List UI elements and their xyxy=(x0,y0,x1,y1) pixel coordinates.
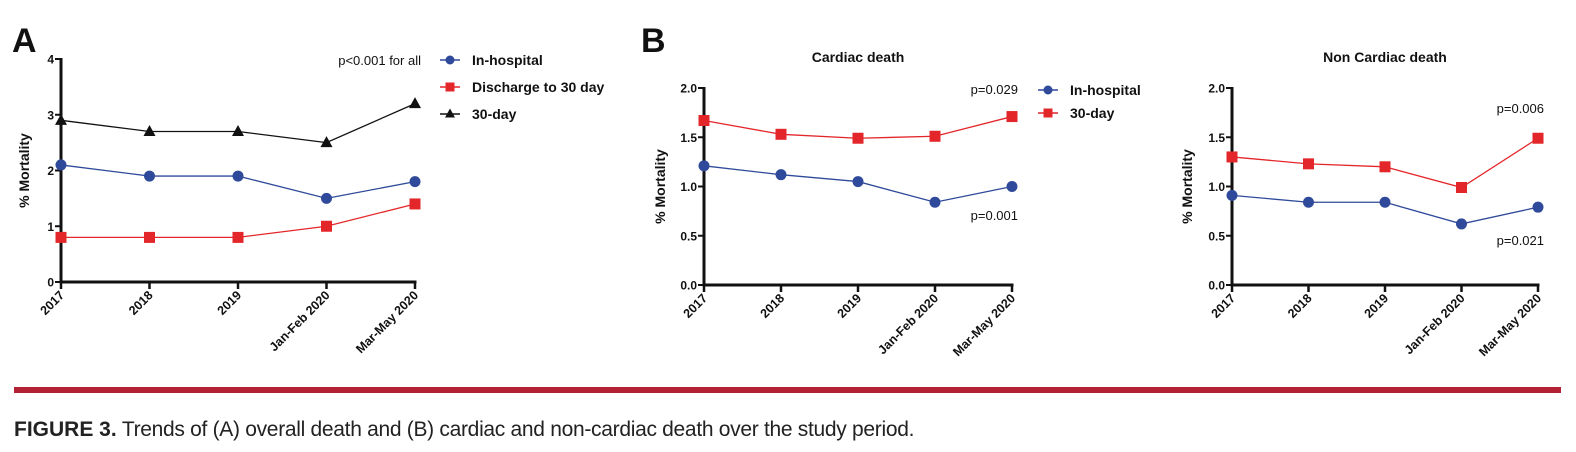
chart-b-cardiac-series-30-day-point xyxy=(698,115,710,127)
panel-a-letter: A xyxy=(12,22,37,60)
chart-a-y-axis-label: % Mortality xyxy=(16,133,32,208)
chart-b-noncardiac-series-30-day-point xyxy=(1303,158,1314,170)
chart-b-noncardiac-y-axis-label: % Mortality xyxy=(1179,149,1195,224)
panel-b-letter: B xyxy=(641,22,666,60)
chart-b-cardiac-series-in-hospital-point xyxy=(775,169,787,181)
chart-a-series-in-hospital-line xyxy=(60,164,416,200)
chart-b-cardiac-series-in-hospital-point xyxy=(852,176,864,188)
chart-b-noncardiac-y-tick-label: 2.0 xyxy=(1208,82,1225,96)
chart-b-cardiac-x-tick-label: Mar-May 2020 xyxy=(950,291,1018,359)
chart-b-noncardiac-y-tick-label: 0.0 xyxy=(1208,279,1225,293)
chart-b-cardiac-title: Cardiac death xyxy=(812,49,905,65)
chart-b-cardiac-series-30-day-point xyxy=(775,128,787,140)
chart-a-series-in-hospital-point xyxy=(55,159,67,171)
chart-b-noncardiac-y-tick-label: 1.5 xyxy=(1208,131,1225,145)
chart-b-cardiac-series-in-hospital-point xyxy=(929,196,941,208)
chart-b-cardiac-y-tick-label: 0.5 xyxy=(680,229,697,243)
chart-b-cardiac-y-tick-label: 1.5 xyxy=(680,131,697,145)
chart-b-noncardiac-p-value-annotation: p=0.021 xyxy=(1497,233,1544,248)
chart-a-x-tick-label: 2018 xyxy=(126,288,156,318)
chart-a-series-in-hospital-point xyxy=(144,170,155,182)
chart-a-series-30-day-point xyxy=(143,124,156,136)
chart-b-cardiac-x-tick-label: 2017 xyxy=(681,291,711,321)
chart-a-x-tick-label: Jan-Feb 2020 xyxy=(267,288,333,354)
chart-a-series-30-day-point xyxy=(320,136,333,148)
chart-a-y-tick-label: 2 xyxy=(47,164,54,178)
chart-a-legend-30-day-marker xyxy=(445,108,455,118)
chart-a-series-30-day-point xyxy=(232,124,244,136)
chart-b-noncardiac-series-in-hospital-point xyxy=(1379,196,1391,208)
chart-a-x-tick-label: Mar-May 2020 xyxy=(353,288,421,356)
chart-a-series-in-hospital-point xyxy=(409,176,421,188)
chart-b-cardiac-y-tick-label: 0.0 xyxy=(680,279,697,293)
chart-a-x-tick-label: 2017 xyxy=(38,288,68,318)
chart-b-noncardiac-series-in-hospital-point xyxy=(1532,201,1544,213)
chart-a-p-value-annotation: p<0.001 for all xyxy=(338,53,421,68)
chart-b-cardiac-series-in-hospital-point xyxy=(698,160,710,172)
chart-b-noncardiac-title: Non Cardiac death xyxy=(1323,49,1447,65)
chart-a-legend-discharge-to-30-day-marker xyxy=(445,82,455,92)
chart-b-noncardiac-series-30-day-point xyxy=(1456,181,1467,193)
chart-a-legend-30-day-label: 30-day xyxy=(472,106,517,122)
chart-b-cardiac-series-in-hospital-point xyxy=(1006,181,1018,192)
chart-b-noncardiac-series-30-day-point xyxy=(1532,132,1544,144)
chart-b-noncardiac-x-tick-label: Jan-Feb 2020 xyxy=(1402,291,1468,357)
chart-a-legend-in-hospital-marker xyxy=(445,55,455,65)
chart-a-y-tick-label: 3 xyxy=(47,108,54,122)
chart-a-y-tick-label: 0 xyxy=(47,276,54,290)
chart-b-cardiac-y-axis-label: % Mortality xyxy=(652,149,668,224)
chart-a-series-30-day-point xyxy=(55,113,67,125)
chart-b-noncardiac-x-tick-label: 2019 xyxy=(1362,291,1392,321)
chart-b-noncardiac-series-in-hospital-point xyxy=(1226,189,1238,201)
figure-caption: FIGURE 3. Trends of (A) overall death an… xyxy=(14,418,914,442)
chart-a-legend-in-hospital-label: In-hospital xyxy=(472,52,543,68)
chart-b-cardiac-legend-30-day-label: 30-day xyxy=(1070,105,1115,121)
chart-b-cardiac-legend-in-hospital-marker xyxy=(1043,85,1053,95)
chart-a-series-in-hospital-point xyxy=(232,170,244,182)
chart-b-cardiac-legend-30-day-marker xyxy=(1043,108,1053,118)
chart-b-cardiac-series-30-day-point xyxy=(1006,111,1018,123)
chart-b-noncardiac-series-in-hospital-point xyxy=(1303,196,1314,208)
chart-b-noncardiac-y-tick-label: 1.0 xyxy=(1208,180,1225,194)
chart-b-cardiac-series-30-day-point xyxy=(929,130,941,142)
chart-b-cardiac-series-30-day-point xyxy=(852,132,864,144)
chart-b-cardiac-p-value-annotation: p=0.029 xyxy=(971,82,1018,97)
chart-b-noncardiac-x-tick-label: Mar-May 2020 xyxy=(1476,291,1544,359)
chart-b-noncardiac-y-tick-label: 0.5 xyxy=(1208,229,1225,243)
chart-a-y-tick-label: 4 xyxy=(47,53,54,67)
chart-a-series-discharge-to-30-day-point xyxy=(232,231,244,243)
chart-a-legend-discharge-to-30-day-label: Discharge to 30 day xyxy=(472,79,604,95)
chart-a-series-30-day-line xyxy=(60,103,416,144)
chart-b-cardiac-legend-in-hospital-label: In-hospital xyxy=(1070,82,1141,98)
chart-b-noncardiac-x-tick-label: 2017 xyxy=(1209,291,1239,321)
chart-b-cardiac-y-tick-label: 1.0 xyxy=(680,180,697,194)
chart-b-cardiac-x-tick-label: 2019 xyxy=(835,291,865,321)
chart-a-series-in-hospital-point xyxy=(321,192,332,204)
chart-a-series-discharge-to-30-day-point xyxy=(144,231,155,243)
chart-b-noncardiac-series-in-hospital-point xyxy=(1456,218,1467,230)
chart-a-series-30-day-point xyxy=(409,97,421,109)
chart-a-series-discharge-to-30-day-point xyxy=(409,198,421,210)
chart-b-noncardiac-series-30-day-point xyxy=(1226,151,1238,163)
figure-charts: 0 1 2 3 4 % Mortality 2017 2018 2019 Jan-Feb 2020… xyxy=(16,49,1544,359)
chart-a-y-tick-label: 1 xyxy=(47,220,54,234)
chart-a-x-tick-label: 2019 xyxy=(215,288,245,318)
chart-b-noncardiac-p-value-annotation: p=0.006 xyxy=(1497,101,1544,116)
chart-b-cardiac-x-tick-label: 2018 xyxy=(758,291,788,321)
chart-b-cardiac-p-value-annotation: p=0.001 xyxy=(971,208,1018,223)
figure-label: FIGURE 3. xyxy=(14,418,117,441)
chart-b-cardiac-y-tick-label: 2.0 xyxy=(680,82,697,96)
chart-b-cardiac-x-tick-label: Jan-Feb 2020 xyxy=(875,291,941,357)
chart-b-noncardiac-x-tick-label: 2018 xyxy=(1285,291,1315,321)
figure-divider-rule xyxy=(14,387,1561,393)
figure-caption-text: Trends of (A) overall death and (B) card… xyxy=(116,418,915,441)
chart-a-series-discharge-to-30-day-point xyxy=(321,220,332,232)
chart-a-series-discharge-to-30-day-point xyxy=(55,231,67,243)
chart-b-noncardiac-series-30-day-point xyxy=(1379,161,1391,173)
